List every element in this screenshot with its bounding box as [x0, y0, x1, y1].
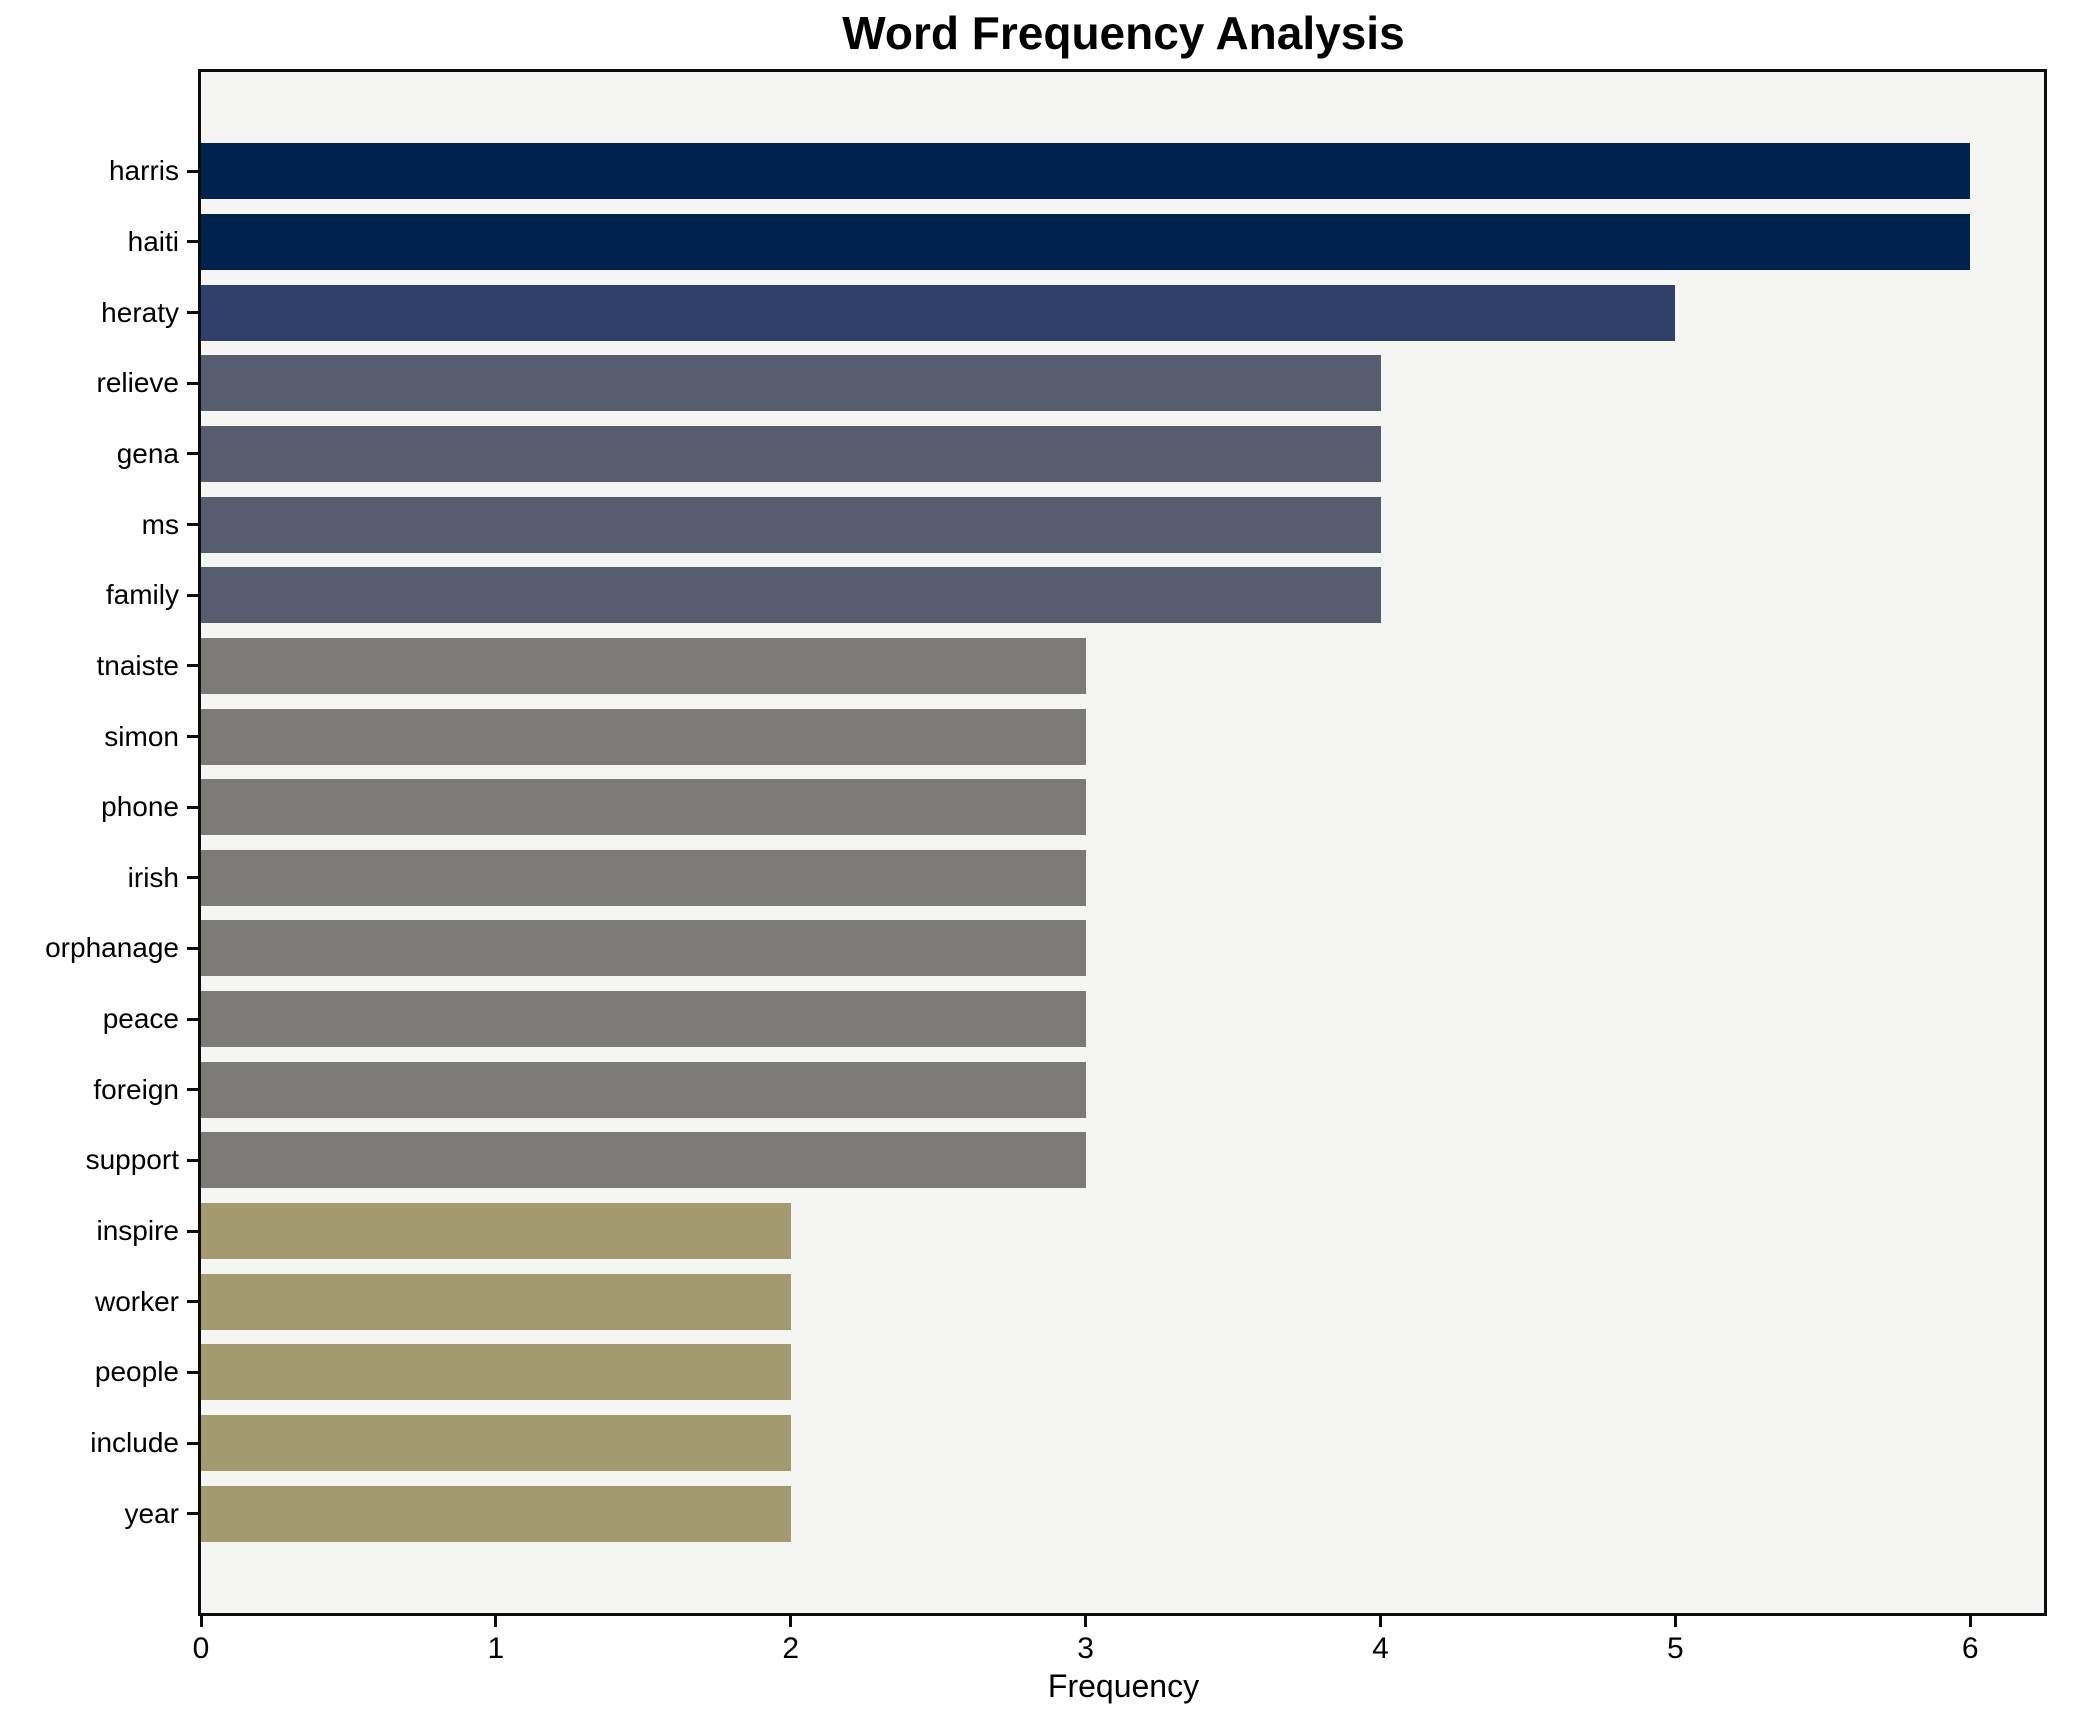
- bar-haiti: [201, 213, 1971, 270]
- y-tick-mark: [187, 735, 198, 739]
- bar-simon: [201, 708, 1086, 765]
- bar-phone: [201, 779, 1086, 836]
- y-tick-mark: [187, 452, 198, 456]
- x-tick-mark: [1379, 1616, 1383, 1627]
- x-tick-label-0: 0: [192, 1632, 210, 1665]
- bar-harris: [201, 143, 1971, 200]
- y-tick-mark: [187, 876, 198, 880]
- bar-inspire: [201, 1203, 791, 1260]
- category-label-simon: simon: [104, 720, 179, 752]
- x-tick-label-4: 4: [1372, 1632, 1389, 1665]
- bar-irish: [201, 849, 1086, 906]
- x-tick-label-5: 5: [1667, 1632, 1684, 1665]
- y-tick-mark: [187, 523, 198, 527]
- category-label-gena: gena: [116, 437, 179, 469]
- chart-title: Word Frequency Analysis: [842, 7, 1405, 59]
- category-label-heraty: heraty: [101, 296, 179, 328]
- y-tick-mark: [187, 240, 198, 244]
- bar-tnaiste: [201, 637, 1086, 694]
- y-tick-mark: [187, 1158, 198, 1162]
- y-tick-mark: [187, 946, 198, 950]
- y-tick-mark: [187, 805, 198, 809]
- category-label-orphanage: orphanage: [45, 932, 179, 964]
- x-tick-label-6: 6: [1961, 1632, 1979, 1665]
- y-tick-mark: [187, 381, 198, 385]
- bar-worker: [201, 1273, 791, 1330]
- bar-support: [201, 1132, 1086, 1189]
- bar-year: [201, 1485, 791, 1542]
- y-tick-mark: [187, 1229, 198, 1233]
- category-label-family: family: [105, 579, 179, 611]
- category-label-year: year: [124, 1497, 179, 1529]
- category-label-harris: harris: [108, 155, 179, 187]
- category-label-inspire: inspire: [96, 1215, 179, 1247]
- y-tick-mark: [187, 1512, 198, 1516]
- category-label-people: people: [94, 1356, 179, 1388]
- bar-family: [201, 567, 1381, 624]
- category-label-worker: worker: [94, 1285, 179, 1317]
- bar-orphanage: [201, 920, 1086, 977]
- y-tick-mark: [187, 1017, 198, 1021]
- category-label-tnaiste: tnaiste: [96, 649, 180, 681]
- bar-relieve: [201, 355, 1381, 412]
- y-tick-mark: [187, 169, 198, 173]
- x-tick-mark: [199, 1616, 203, 1627]
- category-label-haiti: haiti: [127, 225, 179, 257]
- x-tick-label-2: 2: [782, 1632, 800, 1665]
- category-label-ms: ms: [141, 508, 179, 540]
- bar-peace: [201, 991, 1086, 1048]
- bar-heraty: [201, 284, 1676, 341]
- x-tick-label-1: 1: [487, 1632, 505, 1665]
- bar-ms: [201, 496, 1381, 553]
- y-tick-mark: [187, 1370, 198, 1374]
- y-tick-mark: [187, 664, 198, 668]
- bar-foreign: [201, 1061, 1086, 1118]
- y-tick-mark: [187, 311, 198, 315]
- y-tick-mark: [187, 593, 198, 597]
- y-tick-mark: [187, 1300, 198, 1304]
- x-tick-mark: [1673, 1616, 1677, 1627]
- x-axis-title: Frequency: [1047, 1668, 1200, 1704]
- category-label-relieve: relieve: [96, 367, 179, 399]
- y-tick-mark: [187, 1441, 198, 1445]
- category-label-irish: irish: [127, 861, 179, 893]
- bar-include: [201, 1415, 791, 1472]
- x-tick-mark: [494, 1616, 498, 1627]
- y-tick-mark: [187, 1088, 198, 1092]
- x-tick-label-3: 3: [1077, 1632, 1094, 1665]
- x-tick-mark: [1084, 1616, 1088, 1627]
- x-tick-mark: [789, 1616, 793, 1627]
- category-label-include: include: [90, 1427, 179, 1459]
- category-label-peace: peace: [102, 1003, 179, 1035]
- plot-area: [198, 69, 2047, 1616]
- category-label-support: support: [85, 1144, 179, 1176]
- category-label-foreign: foreign: [93, 1073, 179, 1105]
- bar-gena: [201, 425, 1381, 482]
- x-tick-mark: [1968, 1616, 1972, 1627]
- category-label-phone: phone: [101, 791, 179, 823]
- bar-people: [201, 1344, 791, 1401]
